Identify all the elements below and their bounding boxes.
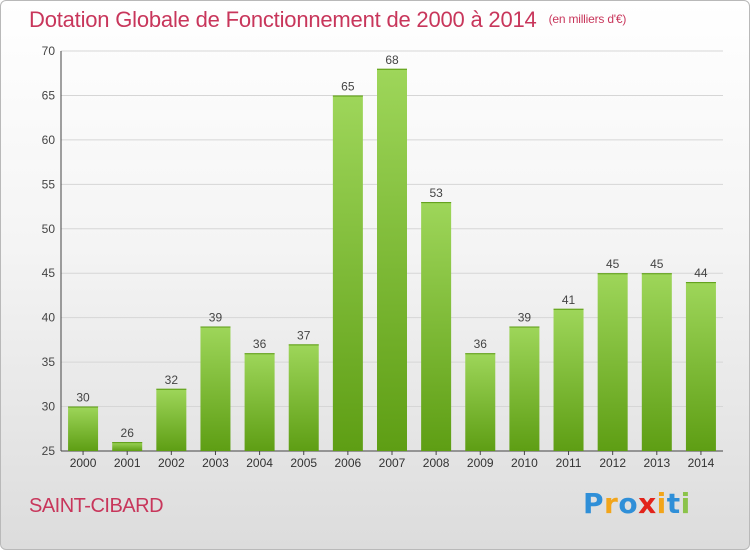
chart-title-text: Dotation Globale de Fonctionnement de 20… (29, 7, 537, 32)
bar (200, 326, 231, 451)
value-label: 39 (518, 311, 532, 325)
y-tick-label: 60 (42, 133, 56, 147)
bar (288, 344, 319, 451)
value-label: 32 (165, 373, 179, 387)
logo-letter: o (618, 487, 639, 520)
y-tick-label: 25 (42, 444, 56, 458)
x-tick-labels: 2000 2001 2002 2003 2004 2005 2006 2007 2008 2009… (70, 451, 715, 470)
value-label: 44 (694, 266, 708, 280)
y-tick-label: 70 (42, 44, 56, 58)
logo-letter: i (680, 487, 691, 520)
value-labels: 30 26 32 39 36 37 65 68 53 36 39 41 45 45 44 (76, 53, 708, 440)
commune-name: SAINT-CIBARD (29, 495, 164, 517)
chart-title: Dotation Globale de Fonctionnement de 20… (29, 7, 626, 33)
y-tick-label: 35 (42, 355, 56, 369)
value-label: 65 (341, 79, 355, 93)
bar (553, 308, 584, 451)
bar (244, 353, 275, 451)
x-tick-label: 2013 (643, 456, 670, 470)
value-label: 36 (474, 337, 488, 351)
bar (641, 273, 672, 451)
bars (68, 68, 716, 452)
unit-note: (en milliers d'€) (548, 12, 627, 26)
proxiti-logo: Proxiti (583, 487, 691, 520)
logo-letter: P (583, 487, 605, 520)
x-tick-label: 2004 (246, 456, 273, 470)
x-tick-label: 2012 (599, 456, 626, 470)
value-label: 37 (297, 328, 311, 342)
x-tick-label: 2010 (511, 456, 538, 470)
x-tick-label: 2009 (467, 456, 494, 470)
bar (509, 326, 540, 451)
value-label: 26 (121, 426, 135, 440)
x-tick-label: 2008 (423, 456, 450, 470)
x-tick-label: 2007 (379, 456, 406, 470)
bar (597, 273, 628, 451)
value-label: 39 (209, 311, 223, 325)
y-tick-label: 30 (42, 400, 56, 414)
value-label: 45 (606, 257, 620, 271)
value-label: 53 (429, 186, 443, 200)
value-label: 41 (562, 293, 576, 307)
bar (332, 95, 363, 451)
y-tick-label: 55 (42, 177, 56, 191)
bar (68, 406, 99, 451)
bar (465, 353, 496, 451)
x-tick-label: 2002 (158, 456, 185, 470)
bar (377, 68, 407, 452)
logo-letter: x (638, 487, 657, 520)
x-tick-label: 2014 (688, 456, 715, 470)
bar (421, 202, 452, 451)
logo-letter: t (666, 487, 681, 520)
x-tick-label: 2011 (556, 456, 582, 470)
value-label: 68 (385, 53, 399, 67)
x-tick-label: 2006 (335, 456, 362, 470)
x-tick-label: 2000 (70, 456, 97, 470)
x-tick-label: 2005 (290, 456, 317, 470)
y-tick-label: 45 (42, 266, 56, 280)
bar (156, 388, 187, 451)
y-tick-labels: 25 30 35 40 45 50 55 60 65 70 (42, 44, 56, 458)
y-tick-label: 50 (42, 222, 56, 236)
value-label: 36 (253, 337, 267, 351)
value-label: 30 (76, 391, 90, 405)
x-tick-label: 2003 (202, 456, 229, 470)
y-tick-label: 65 (42, 88, 56, 102)
bar (112, 442, 143, 451)
y-tick-label: 40 (42, 311, 56, 325)
x-tick-label: 2001 (114, 456, 141, 470)
logo-letter: r (604, 487, 619, 520)
logo-letter: i (656, 487, 667, 520)
value-label: 45 (650, 257, 664, 271)
bar (685, 282, 716, 451)
